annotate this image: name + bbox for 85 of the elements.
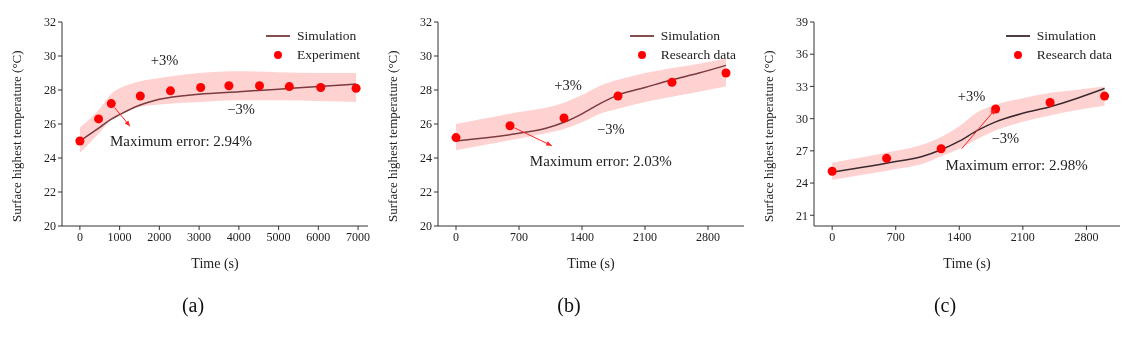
y-tick-label: 21 xyxy=(796,208,808,223)
annotation: Maximum error: 2.94% xyxy=(110,132,253,149)
y-tick-label: 39 xyxy=(796,15,808,30)
y-tick-label: 28 xyxy=(420,83,432,98)
x-tick-label: 0 xyxy=(453,229,459,244)
point xyxy=(721,68,731,78)
point xyxy=(75,136,85,146)
x-tick-label: 1400 xyxy=(570,229,594,244)
y-tick-label: 28 xyxy=(44,83,56,98)
text: (b) xyxy=(556,294,582,317)
x-tick-label: 2000 xyxy=(147,229,172,244)
x-tick-label: 5000 xyxy=(266,229,291,244)
x-tick-label: 3000 xyxy=(187,229,212,244)
point xyxy=(106,99,116,109)
y-tick-label: 26 xyxy=(420,117,432,132)
point xyxy=(667,77,677,87)
text: (a) xyxy=(180,294,206,317)
annotation: −3% xyxy=(597,120,625,137)
text: (c) xyxy=(932,294,958,317)
point xyxy=(224,81,234,91)
point xyxy=(882,153,892,163)
annotation: +3% xyxy=(150,52,179,69)
y-tick-label: 33 xyxy=(796,79,808,94)
point xyxy=(451,133,461,143)
y-tick-label: 24 xyxy=(420,151,432,166)
y-tick-label: 20 xyxy=(420,219,432,234)
legend-label: Experiment xyxy=(297,46,360,64)
annotation: −3% xyxy=(991,130,1019,147)
x-tick-label: 2100 xyxy=(633,229,657,244)
point xyxy=(165,86,175,96)
y-tick-label: 30 xyxy=(796,111,808,126)
x-axis-title: Time (s) xyxy=(191,256,239,272)
point xyxy=(1045,98,1055,108)
annotation: +3% xyxy=(957,88,986,105)
y-axis-title: Surface highest temperature (°C) xyxy=(760,50,776,222)
annotation: −3% xyxy=(227,101,255,118)
x-tick-label: 700 xyxy=(510,229,528,244)
legend-label: Research data xyxy=(660,46,736,64)
point xyxy=(94,114,104,124)
point xyxy=(284,82,294,92)
legend-label: Simulation xyxy=(297,27,357,45)
y-tick-label: 20 xyxy=(44,219,56,234)
x-tick-label: 4000 xyxy=(226,229,251,244)
y-tick-label: 32 xyxy=(44,15,56,30)
point xyxy=(827,166,837,176)
annotation: +3% xyxy=(554,76,582,93)
y-tick-label: 30 xyxy=(420,49,432,64)
y-tick-label: 24 xyxy=(44,151,56,166)
y-tick-label: 22 xyxy=(420,185,432,200)
point xyxy=(135,91,145,101)
y-axis-title: Surface highest temperature (°C) xyxy=(384,50,400,222)
x-tick-label: 2100 xyxy=(1010,229,1035,244)
y-tick-label: 22 xyxy=(44,185,56,200)
y-tick-label: 32 xyxy=(420,15,432,30)
x-tick-label: 0 xyxy=(76,229,83,244)
x-tick-label: 2800 xyxy=(696,229,720,244)
x-tick-label: 1400 xyxy=(947,229,972,244)
point xyxy=(1100,91,1110,101)
point xyxy=(936,144,946,154)
y-tick-label: 36 xyxy=(796,47,808,62)
point xyxy=(196,82,206,92)
x-tick-label: 6000 xyxy=(306,229,331,244)
y-tick-label: 24 xyxy=(796,176,808,191)
x-tick-label: 2800 xyxy=(1074,229,1099,244)
y-tick-label: 27 xyxy=(796,144,808,159)
point xyxy=(316,82,326,92)
x-tick-label: 0 xyxy=(829,229,836,244)
y-tick-label: 26 xyxy=(44,117,56,132)
annotation: Maximum error: 2.98% xyxy=(945,157,1088,174)
annotation: Maximum error: 2.03% xyxy=(529,152,672,169)
x-tick-label: 700 xyxy=(886,229,905,244)
x-tick-label: 7000 xyxy=(346,229,371,244)
legend-label: Simulation xyxy=(660,27,720,45)
legend-label: Research data xyxy=(1036,46,1112,64)
x-tick-label: 1000 xyxy=(107,229,132,244)
point xyxy=(613,91,623,101)
legend-label: Simulation xyxy=(1036,27,1096,45)
y-tick-label: 30 xyxy=(44,49,56,64)
point xyxy=(351,83,361,93)
point xyxy=(505,121,515,131)
point xyxy=(559,113,569,123)
x-axis-title: Time (s) xyxy=(943,256,991,272)
point xyxy=(255,81,265,91)
y-axis-title: Surface highest temperature (°C) xyxy=(8,50,24,222)
x-axis-title: Time (s) xyxy=(567,256,615,272)
